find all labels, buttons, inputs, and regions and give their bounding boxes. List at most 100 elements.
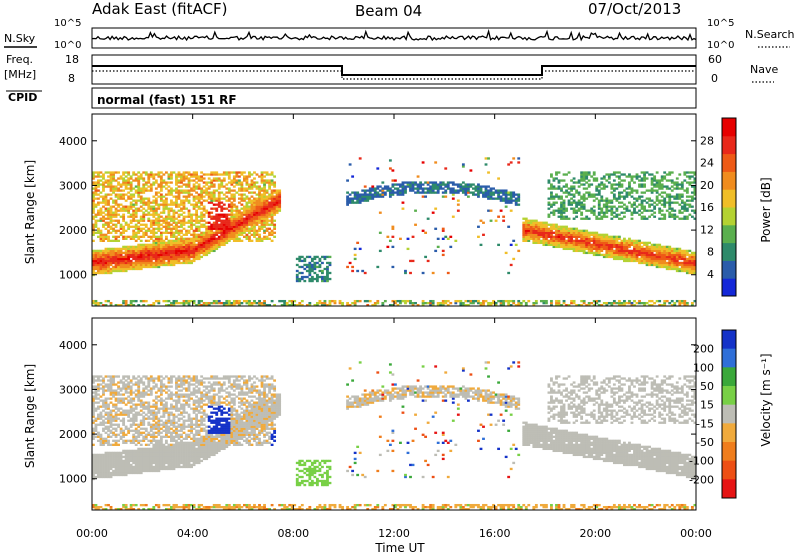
power-cell [653, 249, 657, 253]
power-cell [673, 195, 677, 198]
power-cell [628, 201, 631, 204]
power-cell [547, 241, 551, 245]
power-cell [187, 193, 191, 196]
power-cell [615, 183, 619, 186]
power-cell [139, 235, 143, 238]
power-cell [202, 181, 206, 184]
power-cell [665, 173, 669, 176]
power-cell [683, 299, 687, 303]
power-cell [154, 249, 158, 253]
velocity-cell [97, 507, 100, 511]
power-cell [142, 245, 146, 249]
power-cell [487, 191, 490, 194]
power-cell [268, 223, 271, 226]
freq-trace [92, 65, 696, 76]
power-cell [205, 173, 209, 176]
power-cell [149, 255, 153, 259]
power-cell [585, 217, 589, 220]
power-cell [137, 187, 141, 190]
power-cell [217, 301, 221, 305]
power-cell [167, 189, 171, 192]
power-cell [441, 303, 445, 307]
power-cell [600, 181, 604, 184]
power-cell [129, 263, 133, 267]
power-cell [527, 219, 531, 222]
power-cell [675, 249, 679, 253]
power-cell [250, 183, 254, 186]
power-cell [227, 199, 231, 202]
power-cell [625, 175, 629, 178]
power-cell [376, 299, 380, 303]
velocity-cell [109, 453, 113, 457]
power-cell [680, 181, 684, 184]
power-cell [222, 215, 226, 218]
power-cell [152, 233, 156, 236]
power-cell [582, 207, 586, 210]
power-cell [258, 175, 261, 178]
power-cell [499, 197, 503, 200]
power-cell [187, 219, 191, 222]
power-cell [227, 231, 231, 234]
power-cell [107, 247, 110, 251]
velocity-cell [114, 407, 118, 410]
power-cell [137, 181, 141, 184]
power-cell [441, 301, 445, 305]
power-cell [104, 255, 108, 259]
power-cell [129, 183, 133, 186]
power-cell [628, 259, 631, 263]
power-cell [225, 235, 229, 238]
power-cell [572, 231, 576, 234]
power-cell [648, 173, 651, 176]
power-cell [147, 175, 151, 178]
power-cell [102, 263, 105, 267]
power-cell [597, 237, 601, 240]
power-cell [431, 303, 435, 307]
power-cell [255, 211, 259, 214]
power-cell [152, 183, 156, 186]
power-cell [434, 207, 438, 210]
power-cell [273, 189, 277, 192]
power-cell [220, 181, 224, 184]
power-cell [346, 303, 349, 307]
power-cell [607, 199, 611, 202]
power-cell [270, 205, 274, 208]
velocity-cell [92, 409, 95, 412]
power-cell [114, 259, 118, 263]
power-cell [358, 157, 362, 160]
power-cell [134, 245, 138, 249]
power-cell [580, 245, 584, 249]
velocity-cell [112, 443, 115, 446]
power-cell [678, 263, 682, 267]
power-cell [612, 215, 616, 218]
power-cell [222, 185, 226, 188]
power-cell [640, 177, 644, 180]
power-cell [142, 299, 146, 303]
power-cell [255, 203, 259, 206]
power-cell [270, 191, 274, 194]
power-cell [376, 195, 380, 198]
y-tick-label: 4000 [59, 135, 87, 148]
power-cell [109, 303, 113, 307]
power-cell [610, 241, 614, 245]
power-cell [444, 183, 448, 186]
power-cell [424, 195, 428, 198]
power-cell [92, 171, 95, 174]
power-cell [117, 189, 120, 192]
power-cell [142, 197, 146, 200]
velocity-cell [94, 387, 98, 390]
power-cell [265, 219, 269, 222]
power-cell [102, 205, 105, 208]
power-cell [580, 233, 584, 236]
power-cell [185, 259, 188, 263]
power-cell [164, 251, 168, 255]
velocity-cell [99, 423, 103, 426]
velocity-cell [112, 379, 115, 382]
power-cell [263, 215, 266, 218]
power-cell [680, 205, 684, 208]
power-cell [137, 171, 141, 174]
power-cell [464, 189, 468, 192]
velocity-cell [107, 433, 110, 436]
velocity-cell [104, 403, 108, 406]
power-cell [630, 217, 634, 220]
power-cell [149, 173, 153, 176]
